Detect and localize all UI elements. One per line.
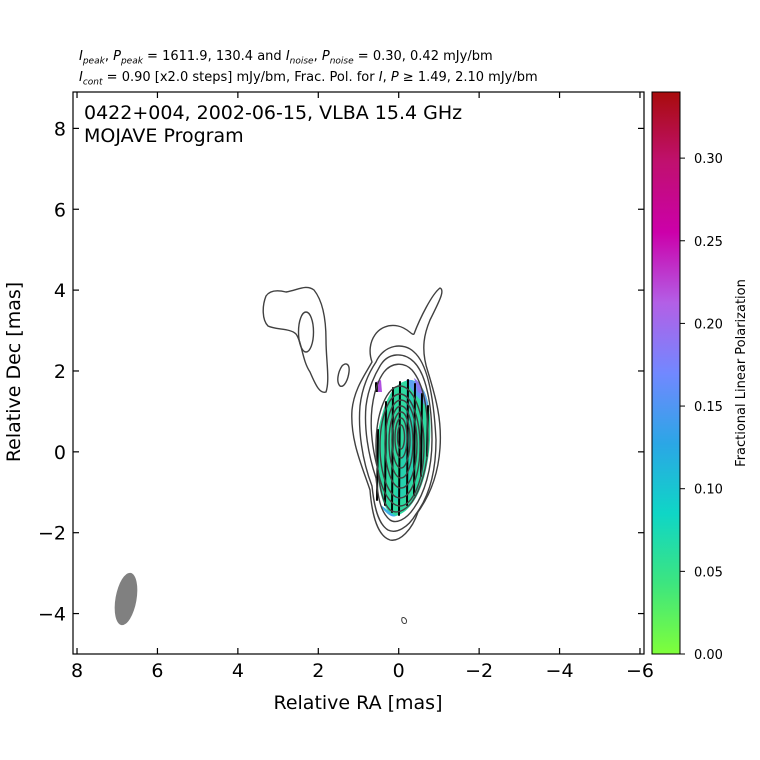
- noise-p-value: 0.42: [410, 49, 439, 64]
- colorbar-tick-label: 0.20: [694, 317, 723, 332]
- colorbar-label: Fractional Linear Polarization: [734, 279, 749, 467]
- fp-unit: mJy/bm: [488, 70, 538, 85]
- x-tick-label: −4: [546, 660, 574, 682]
- header-line-peak-noise: Ipeak, Ppeak = 1611.9, 130.4 and Inoise,…: [79, 49, 493, 67]
- y-tick-label: 6: [54, 199, 66, 221]
- noise-i-value: 0.30: [372, 49, 402, 64]
- chart-title: 0422+004, 2002-06-15, VLBA 15.4 GHz: [84, 102, 462, 124]
- cont-steps: [x2.0 steps]: [154, 70, 233, 85]
- contour-3: [364, 354, 433, 523]
- intensity-contours: [262, 286, 443, 624]
- colorbar-tick-label: 0.10: [694, 483, 723, 498]
- y-tick-label: 4: [54, 280, 66, 302]
- contour-artifact: [401, 617, 407, 624]
- contour-knot: [337, 363, 350, 387]
- x-tick-label: 4: [232, 660, 244, 682]
- plot-frame: [72, 91, 645, 655]
- contour-outer: [351, 287, 443, 541]
- x-tick-label: 8: [71, 660, 83, 682]
- header-line-contours: Icont = 0.90 [x2.0 steps] mJy/bm, Frac. …: [79, 70, 538, 88]
- contour-4: [370, 363, 429, 513]
- colorbar-tick-label: 0.25: [694, 235, 723, 250]
- cont-value: 0.90: [121, 70, 151, 85]
- contour-jet-inner: [297, 311, 315, 353]
- y-axis-label: Relative Dec [mas]: [3, 282, 25, 462]
- cont-unit: mJy/bm: [236, 70, 286, 85]
- contour-2: [358, 345, 437, 532]
- y-tick-label: −4: [38, 604, 66, 626]
- y-tick-label: −2: [38, 523, 66, 545]
- colorbar-ticks: 0.00 0.05 0.10 0.15 0.20 0.25 0.30: [680, 152, 723, 663]
- peak-values: 1611.9: [162, 49, 208, 64]
- x-tick-label: 6: [151, 660, 163, 682]
- x-tick-label: 2: [312, 660, 324, 682]
- unit-label: mJy/bm: [443, 49, 493, 64]
- colorbar: [651, 91, 681, 655]
- colorbar-tick-label: 0.15: [694, 400, 723, 415]
- x-tick-label: 0: [393, 660, 405, 682]
- contour-jet: [262, 286, 329, 393]
- colorbar-tick-label: 0.00: [694, 648, 723, 663]
- chart-subtitle: MOJAVE Program: [84, 125, 244, 147]
- polarization-fill: [375, 378, 431, 517]
- x-axis-label: Relative RA [mas]: [273, 692, 442, 714]
- colorbar-tick-label: 0.30: [694, 152, 723, 167]
- peak-p-value: 130.4: [215, 49, 254, 64]
- colorbar-tick-label: 0.05: [694, 565, 723, 580]
- x-tick-label: −6: [626, 660, 654, 682]
- y-axis: −4 −2 0 2 4 6 8: [38, 118, 644, 626]
- x-tick-label: −2: [465, 660, 493, 682]
- y-tick-label: 0: [54, 442, 66, 464]
- plot-content: [114, 286, 443, 626]
- beam-ellipse: [114, 572, 138, 626]
- fp-i-value: 1.49: [417, 70, 447, 85]
- fp-p-value: 2.10: [455, 70, 485, 85]
- y-tick-label: 2: [54, 361, 66, 383]
- x-axis: 8 6 4 2 0 −2 −4 −6: [71, 92, 654, 682]
- y-tick-label: 8: [54, 118, 66, 140]
